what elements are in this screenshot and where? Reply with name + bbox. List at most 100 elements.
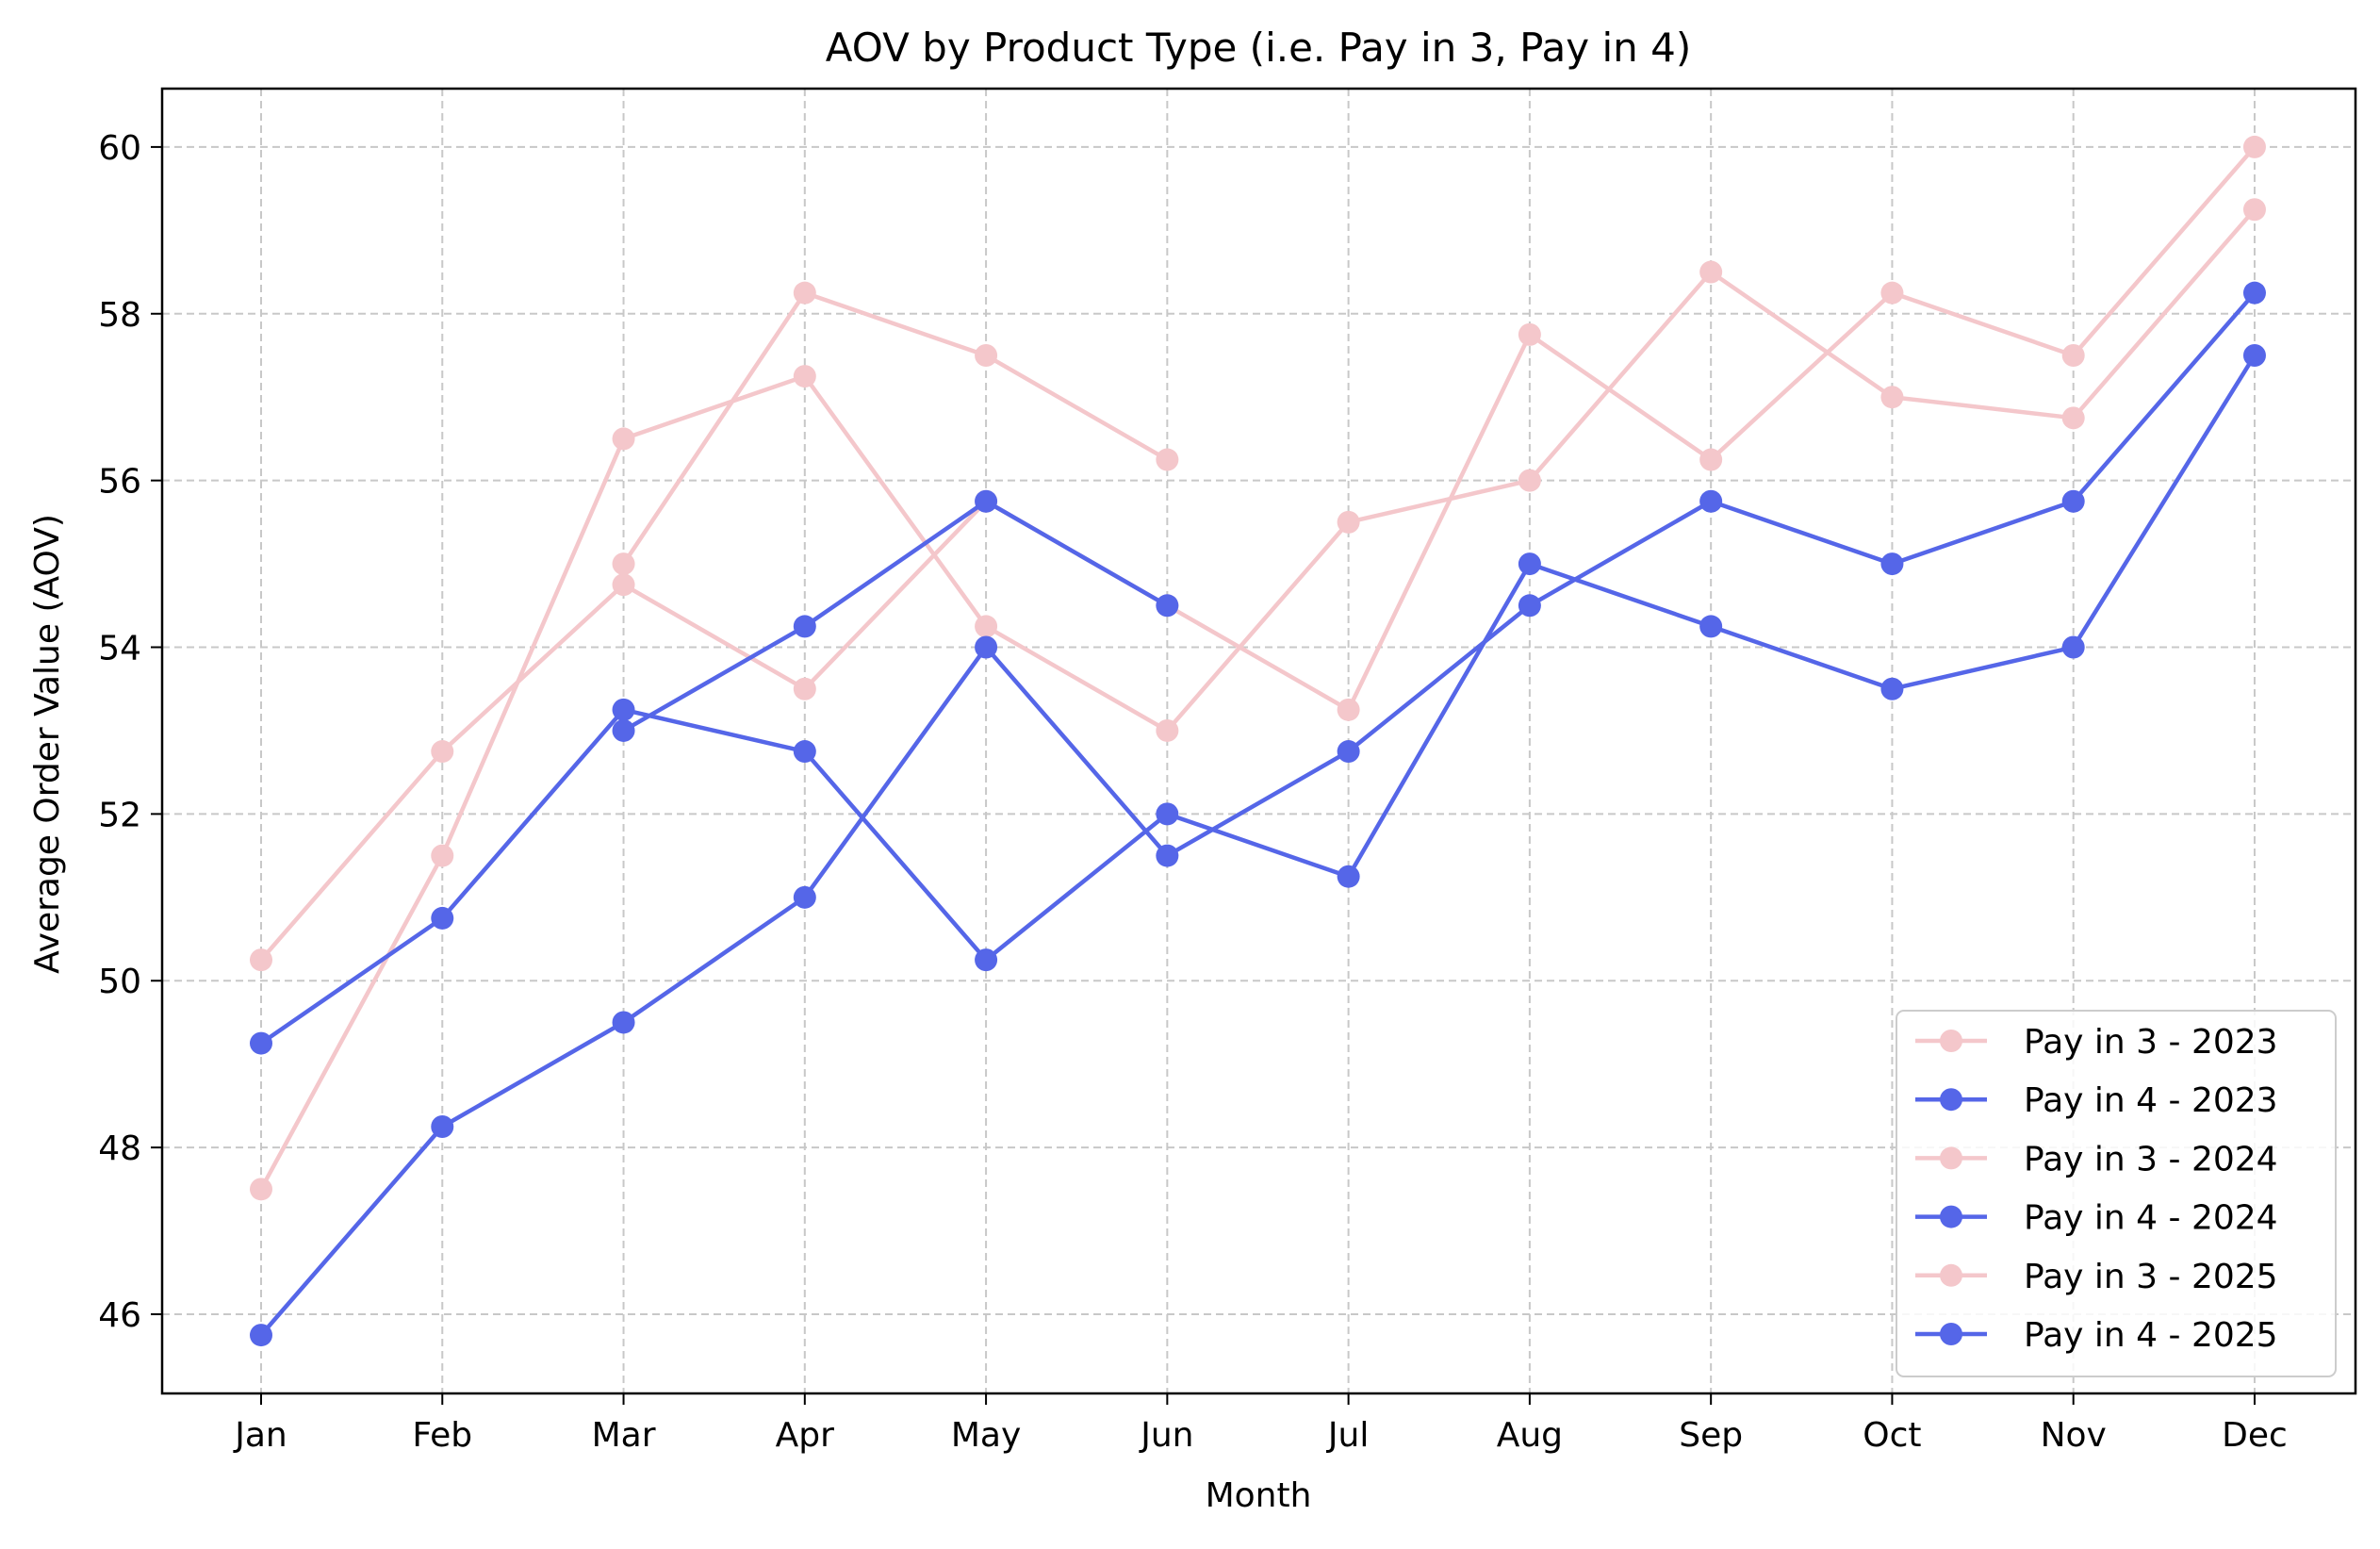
series-lines (250, 135, 2266, 1347)
x-tick-label: Dec (2222, 1416, 2288, 1455)
data-point (975, 615, 998, 638)
data-point (1156, 718, 1179, 742)
data-point (1337, 510, 1360, 534)
series-line (258, 353, 2257, 1046)
data-point (1337, 865, 1360, 888)
y-tick-label: 46 (98, 1296, 141, 1335)
legend-item: Pay in 4 - 2024 (1915, 1199, 2278, 1238)
series-6 (612, 489, 1179, 742)
series-line (621, 290, 1170, 567)
x-tick-label: Aug (1497, 1416, 1563, 1455)
legend-label: Pay in 3 - 2025 (2024, 1258, 2278, 1296)
data-point (1880, 677, 1904, 700)
x-axis-label: Month (1206, 1476, 1312, 1515)
chart-title: AOV by Product Type (i.e. Pay in 3, Pay … (826, 25, 1691, 71)
y-tick-label: 48 (98, 1129, 141, 1168)
legend-item: Pay in 4 - 2025 (1915, 1316, 2278, 1355)
x-tick-label: Feb (412, 1416, 472, 1455)
legend-marker (1940, 1088, 1962, 1112)
legend-label: Pay in 4 - 2025 (2024, 1316, 2278, 1355)
data-point (975, 489, 998, 513)
data-point (793, 281, 816, 305)
series-line (258, 290, 2257, 1338)
series-2 (250, 343, 2266, 1055)
data-point (1880, 281, 1904, 305)
data-point (431, 740, 454, 764)
data-point (2061, 406, 2085, 430)
data-point (2061, 343, 2085, 367)
data-point (975, 635, 998, 659)
data-point (250, 948, 272, 972)
data-point (250, 1324, 272, 1347)
data-point (2242, 198, 2266, 222)
data-point (793, 677, 816, 700)
data-point (1699, 260, 1723, 284)
data-point (250, 1178, 272, 1201)
legend-marker (1940, 1030, 1962, 1052)
x-tick-label: Jun (1139, 1416, 1193, 1455)
series-5 (612, 281, 1179, 576)
data-point (1699, 489, 1723, 513)
series-line (258, 206, 2257, 1192)
data-point (975, 948, 998, 972)
x-tick-label: Oct (1863, 1416, 1921, 1455)
data-point (1880, 552, 1904, 576)
data-point (793, 365, 816, 388)
data-point (431, 844, 454, 867)
series-line (258, 144, 2257, 963)
legend-marker (1940, 1146, 1962, 1170)
legend-item: Pay in 3 - 2023 (1915, 1023, 2278, 1062)
y-axis-label: Average Order Value (AOV) (28, 514, 67, 974)
legend-label: Pay in 3 - 2023 (2024, 1023, 2278, 1062)
y-tick-label: 54 (98, 630, 141, 668)
data-point (1337, 698, 1360, 721)
x-tick-label: May (951, 1416, 1021, 1455)
data-point (1518, 552, 1541, 576)
legend-label: Pay in 4 - 2023 (2024, 1081, 2278, 1120)
legend-label: Pay in 3 - 2024 (2024, 1140, 2278, 1178)
x-tick-label: Sep (1679, 1416, 1743, 1455)
data-point (2242, 281, 2266, 305)
series-4 (250, 281, 2266, 1347)
data-point (793, 615, 816, 638)
x-tick-label: Jan (233, 1416, 287, 1455)
legend-item: Pay in 3 - 2025 (1915, 1258, 2278, 1296)
data-point (1518, 322, 1541, 346)
data-point (612, 1011, 635, 1034)
data-point (1156, 448, 1179, 471)
data-point (1518, 469, 1541, 492)
legend-marker (1940, 1205, 1962, 1228)
data-point (2061, 489, 2085, 513)
legend-marker (1940, 1323, 1962, 1345)
data-point (1156, 802, 1179, 826)
data-point (1880, 386, 1904, 409)
plot-area (160, 87, 2357, 1395)
data-point (431, 906, 454, 930)
data-point (2242, 135, 2266, 158)
data-point (612, 698, 635, 721)
series-1 (250, 198, 2266, 1201)
data-point (793, 740, 816, 764)
series-line (621, 499, 1170, 733)
data-point (612, 552, 635, 576)
data-point (612, 573, 635, 597)
data-point (1337, 740, 1360, 764)
data-point (975, 343, 998, 367)
y-tick-label: 52 (98, 796, 141, 834)
data-point (250, 1031, 272, 1055)
x-tick-label: Jul (1326, 1416, 1369, 1455)
data-point (1156, 594, 1179, 618)
legend-item: Pay in 4 - 2023 (1915, 1081, 2278, 1120)
y-tick-label: 50 (98, 963, 141, 1001)
data-point (1518, 594, 1541, 618)
data-point (2061, 635, 2085, 659)
data-point (612, 427, 635, 451)
data-point (612, 718, 635, 742)
data-point (793, 885, 816, 909)
x-tick-label: Nov (2041, 1416, 2107, 1455)
x-tick-label: Mar (592, 1416, 656, 1455)
y-tick-label: 56 (98, 463, 141, 502)
y-tick-label: 58 (98, 296, 141, 335)
